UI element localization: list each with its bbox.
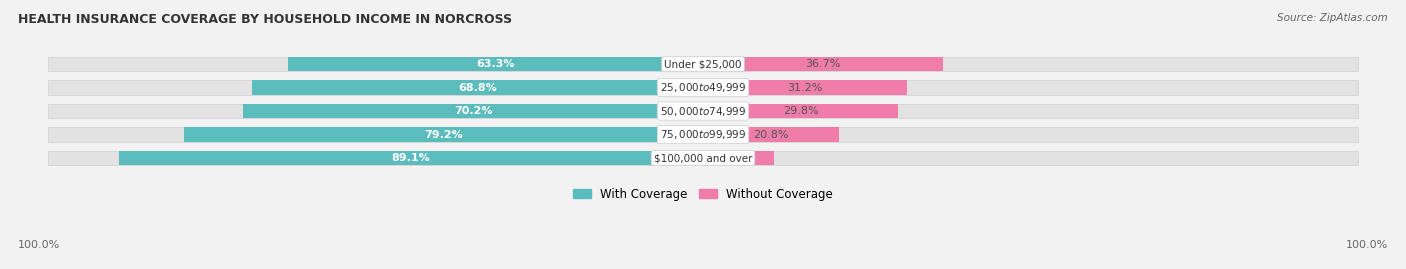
Text: HEALTH INSURANCE COVERAGE BY HOUSEHOLD INCOME IN NORCROSS: HEALTH INSURANCE COVERAGE BY HOUSEHOLD I… xyxy=(18,13,512,26)
Text: 79.2%: 79.2% xyxy=(425,129,463,140)
Bar xyxy=(48,104,703,118)
Bar xyxy=(703,127,1358,142)
Text: 63.3%: 63.3% xyxy=(477,59,515,69)
Text: $25,000 to $49,999: $25,000 to $49,999 xyxy=(659,81,747,94)
Bar xyxy=(48,57,703,71)
Text: 29.8%: 29.8% xyxy=(783,106,818,116)
Bar xyxy=(703,151,775,165)
Bar xyxy=(703,104,1358,118)
Text: 100.0%: 100.0% xyxy=(18,240,60,250)
Text: 31.2%: 31.2% xyxy=(787,83,823,93)
Bar xyxy=(703,127,839,142)
Bar xyxy=(288,57,703,71)
Text: 100.0%: 100.0% xyxy=(1346,240,1388,250)
Bar xyxy=(252,80,703,95)
Text: 70.2%: 70.2% xyxy=(454,106,492,116)
Text: $75,000 to $99,999: $75,000 to $99,999 xyxy=(659,128,747,141)
Bar xyxy=(703,104,898,118)
Text: Source: ZipAtlas.com: Source: ZipAtlas.com xyxy=(1277,13,1388,23)
Text: 89.1%: 89.1% xyxy=(392,153,430,163)
Bar xyxy=(703,151,1358,165)
Bar xyxy=(48,151,703,165)
Text: $50,000 to $74,999: $50,000 to $74,999 xyxy=(659,105,747,118)
Bar xyxy=(703,57,1358,71)
Text: $100,000 and over: $100,000 and over xyxy=(654,153,752,163)
Bar xyxy=(120,151,703,165)
Legend: With Coverage, Without Coverage: With Coverage, Without Coverage xyxy=(568,183,838,205)
Bar xyxy=(184,127,703,142)
Text: 36.7%: 36.7% xyxy=(806,59,841,69)
Bar xyxy=(48,127,703,142)
Text: Under $25,000: Under $25,000 xyxy=(664,59,742,69)
Bar xyxy=(703,80,907,95)
Bar xyxy=(703,80,1358,95)
Text: 68.8%: 68.8% xyxy=(458,83,496,93)
Bar xyxy=(703,57,943,71)
Bar xyxy=(48,80,703,95)
Bar xyxy=(243,104,703,118)
Text: 10.9%: 10.9% xyxy=(721,153,756,163)
Text: 20.8%: 20.8% xyxy=(754,129,789,140)
